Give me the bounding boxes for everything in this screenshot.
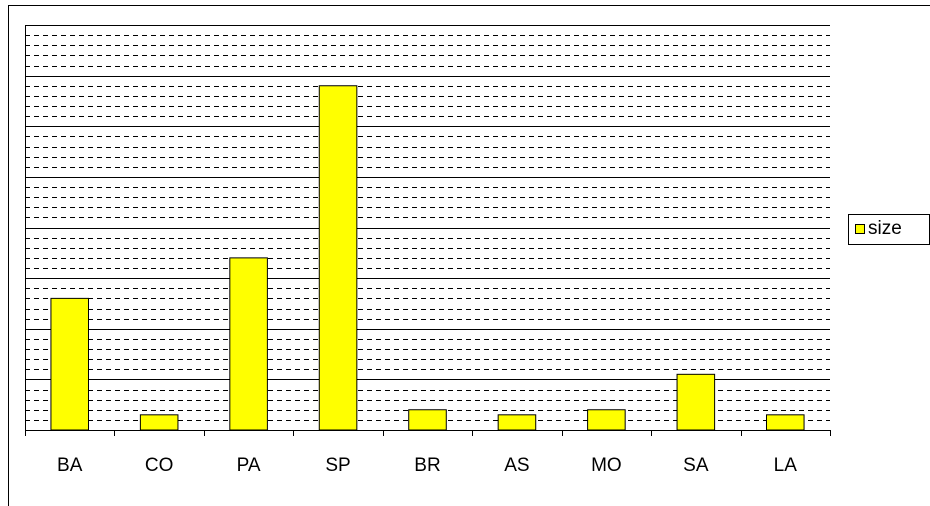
x-tick-label: LA (774, 455, 798, 476)
bar (497, 414, 537, 431)
x-tick-label: MO (591, 455, 622, 476)
bar (408, 409, 447, 431)
bar (765, 414, 805, 431)
legend-label: size (868, 218, 902, 239)
legend-swatch (855, 224, 865, 234)
bar (318, 85, 358, 431)
bar (676, 373, 716, 431)
bar (139, 414, 179, 431)
x-tick-label: BR (414, 455, 440, 476)
bar (50, 297, 90, 431)
x-tick-label: PA (237, 455, 261, 476)
x-tick-label: CO (145, 455, 174, 476)
x-tick-label: SP (325, 455, 350, 476)
bar (587, 409, 626, 431)
x-tick-label: BA (57, 455, 83, 476)
bar (229, 257, 268, 431)
x-tick-label: SA (683, 455, 709, 476)
x-tick-label: AS (504, 455, 529, 476)
